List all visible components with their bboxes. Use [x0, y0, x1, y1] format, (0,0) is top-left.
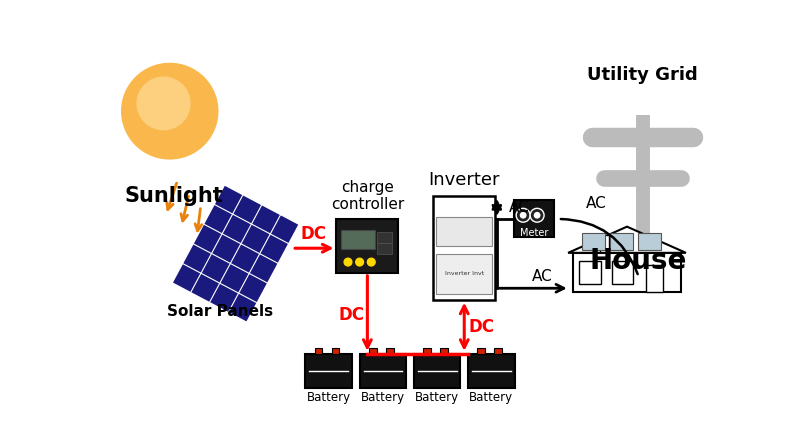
- Text: Battery: Battery: [415, 391, 459, 404]
- Text: Solar Panels: Solar Panels: [167, 304, 273, 319]
- Polygon shape: [600, 235, 609, 251]
- Text: charge
controller: charge controller: [330, 180, 404, 212]
- Text: AC: AC: [586, 196, 606, 211]
- FancyBboxPatch shape: [332, 348, 339, 354]
- Text: Inverter: Inverter: [429, 171, 500, 190]
- FancyBboxPatch shape: [314, 348, 322, 354]
- Polygon shape: [611, 261, 634, 284]
- Text: AC: AC: [531, 269, 552, 284]
- Polygon shape: [436, 217, 492, 246]
- Text: DC: DC: [301, 225, 327, 243]
- FancyBboxPatch shape: [478, 348, 485, 354]
- Polygon shape: [638, 233, 661, 250]
- Circle shape: [534, 213, 540, 218]
- Text: Battery: Battery: [470, 391, 514, 404]
- FancyBboxPatch shape: [440, 348, 448, 354]
- Polygon shape: [610, 233, 634, 250]
- Text: Inverter Invt: Inverter Invt: [445, 271, 484, 276]
- Polygon shape: [573, 253, 682, 292]
- FancyBboxPatch shape: [414, 354, 460, 388]
- Text: Utility Grid: Utility Grid: [587, 66, 698, 84]
- Circle shape: [367, 258, 375, 266]
- Text: House: House: [590, 247, 687, 275]
- Circle shape: [344, 258, 352, 266]
- Circle shape: [516, 208, 530, 222]
- Polygon shape: [646, 265, 662, 292]
- Text: DC: DC: [339, 306, 365, 324]
- Circle shape: [137, 77, 190, 129]
- Polygon shape: [434, 196, 495, 300]
- FancyBboxPatch shape: [468, 354, 514, 388]
- Text: Battery: Battery: [306, 391, 350, 404]
- FancyBboxPatch shape: [377, 232, 392, 243]
- FancyBboxPatch shape: [341, 230, 375, 249]
- Polygon shape: [172, 184, 300, 323]
- Text: Battery: Battery: [361, 391, 405, 404]
- Text: Meter: Meter: [520, 228, 548, 238]
- FancyBboxPatch shape: [423, 348, 431, 354]
- Text: AC: AC: [509, 200, 529, 215]
- Text: Sunlight: Sunlight: [124, 186, 223, 206]
- Circle shape: [356, 258, 363, 266]
- Text: DC: DC: [468, 318, 494, 336]
- Polygon shape: [579, 261, 601, 284]
- FancyBboxPatch shape: [386, 348, 394, 354]
- Circle shape: [521, 213, 526, 218]
- Polygon shape: [568, 227, 686, 253]
- FancyBboxPatch shape: [494, 348, 502, 354]
- FancyBboxPatch shape: [369, 348, 377, 354]
- Polygon shape: [336, 219, 398, 273]
- Circle shape: [122, 63, 218, 159]
- FancyBboxPatch shape: [514, 200, 554, 238]
- FancyBboxPatch shape: [306, 354, 352, 388]
- Polygon shape: [436, 254, 492, 294]
- FancyBboxPatch shape: [360, 354, 406, 388]
- FancyBboxPatch shape: [377, 243, 392, 254]
- Polygon shape: [582, 233, 606, 250]
- Circle shape: [530, 208, 544, 222]
